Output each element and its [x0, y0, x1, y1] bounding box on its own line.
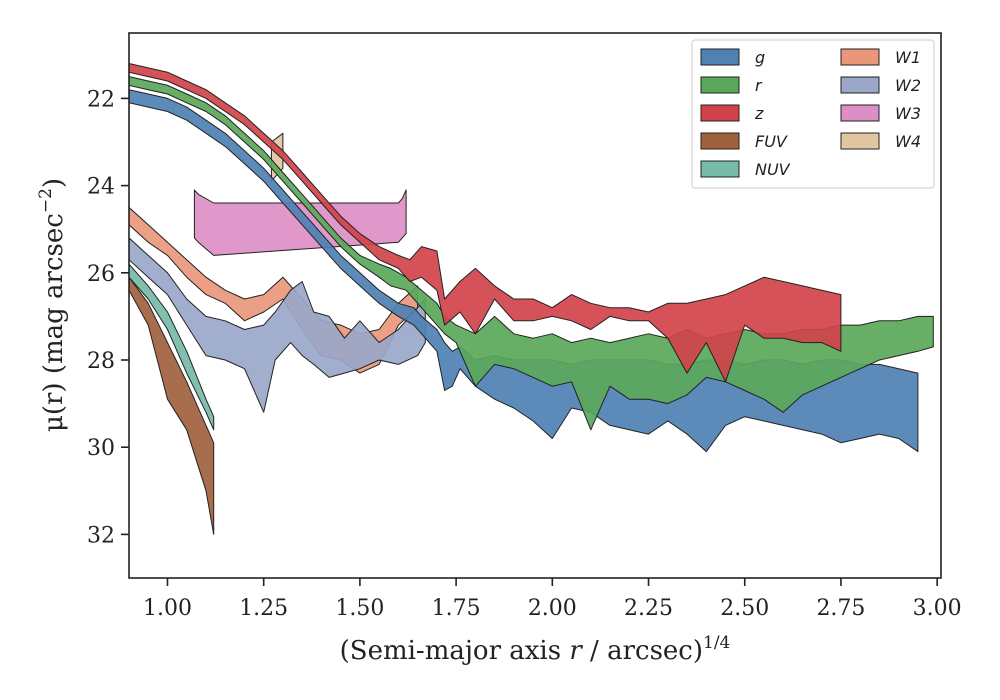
x-tick-label: 2.00 [528, 596, 577, 621]
y-tick-label: 22 [87, 87, 115, 112]
legend-swatch-g [700, 48, 740, 66]
y-axis-title: μ(r) (mag arcsec−2) [36, 178, 69, 432]
bands-layer [129, 63, 934, 535]
y-tick-label: 32 [87, 523, 115, 548]
band-w2 [129, 237, 426, 413]
legend-label-w4: W4 [895, 132, 921, 151]
x-tick-label: 1.75 [432, 596, 481, 621]
legend-label-z: z [754, 104, 764, 123]
x-tick-label: 2.75 [816, 596, 865, 621]
y-tick-label: 24 [87, 175, 115, 200]
band-nuv [129, 263, 215, 431]
x-tick-label: 2.50 [720, 596, 769, 621]
legend-swatch-r [700, 76, 740, 94]
plot-frame [128, 32, 942, 579]
x-tick-label: 2.25 [624, 596, 673, 621]
legend-swatch-w4 [840, 132, 880, 150]
legend-label-fuv: FUV [755, 132, 788, 151]
x-tick-label: 1.00 [143, 596, 192, 621]
x-tick-label: 3.00 [913, 596, 962, 621]
x-tick-label: 1.50 [335, 596, 384, 621]
band-fuv [129, 276, 215, 535]
legend-label-r: r [755, 76, 763, 95]
legend-label-w1: W1 [895, 48, 921, 67]
legend-label-w3: W3 [895, 104, 921, 123]
legend-label-g: g [755, 48, 765, 67]
legend-swatch-w3 [840, 104, 880, 122]
legend-swatch-w2 [840, 76, 880, 94]
legend-swatch-nuv [700, 160, 740, 178]
x-axis: 1.00 1.25 1.50 1.75 2.00 2.25 2.50 2.75 3.00 [143, 578, 962, 621]
y-tick-label: 28 [87, 349, 115, 374]
legend-label-w2: W2 [895, 76, 921, 95]
legend-swatch-z [700, 104, 740, 122]
legend-label-nuv: NUV [755, 160, 791, 179]
y-axis: 22 24 26 28 30 32 [87, 87, 129, 548]
legend-swatch-w1 [840, 48, 880, 66]
legend: grz FUV NUV W1 W2 W3 W4 [691, 39, 935, 189]
y-tick-label: 26 [87, 262, 115, 287]
band-z [129, 63, 842, 383]
y-tick-label: 30 [87, 436, 115, 461]
legend-swatch-fuv [700, 132, 740, 150]
x-tick-label: 1.25 [239, 596, 288, 621]
x-axis-title: (Semi-major axis r / arcsec)1/4 [340, 633, 731, 666]
